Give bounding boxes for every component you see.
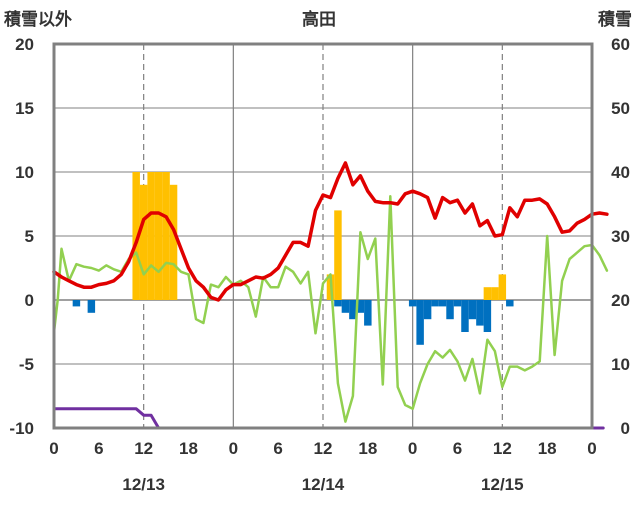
precipitation-bar [139,184,148,300]
left-tick-label: 5 [25,227,34,246]
x-tick-label: 12 [134,439,153,458]
left-axis-title: 積雪以外 [4,9,72,29]
snow-decrease-bar [423,300,432,320]
right-tick-label: 40 [611,163,630,182]
snow-decrease-bar [87,300,96,313]
right-tick-label: 60 [611,35,630,54]
snow-decrease-bar [461,300,469,332]
green-series-line [52,195,609,423]
snow-decrease-bar [349,300,357,320]
left-tick-label: 10 [15,163,34,182]
plot-frame [52,42,594,430]
date-label: 12/13 [122,475,165,494]
precipitation-bar [483,287,492,300]
left-tick-label: 0 [25,291,34,310]
snow-decrease-bar [476,300,484,326]
x-tick-label: 0 [408,439,417,458]
x-tick-label: 0 [229,439,238,458]
date-label: 12/14 [302,475,345,494]
left-tick-label: 20 [15,35,34,54]
precipitation-bar [132,172,140,300]
x-tick-label: 18 [358,439,377,458]
precipitation-bar [154,172,163,300]
precipitation-bar [162,172,170,300]
x-tick-label: 12 [314,439,333,458]
left-tick-label: -10 [9,419,34,438]
snow-decrease-bar [431,300,439,307]
x-tick-label: 6 [273,439,282,458]
x-tick-label: 6 [453,439,462,458]
right-tick-label: 20 [611,291,630,310]
precipitation-bar [498,274,507,300]
purple-series-line [52,407,605,430]
x-tick-label: 12 [493,439,512,458]
date-label: 12/15 [481,475,524,494]
right-axis-title: 積雪 [598,9,632,29]
snow-decrease-bar [334,300,342,307]
snow-decrease-bar [446,300,454,320]
right-tick-label: 0 [621,419,630,438]
snow-decrease-bar [72,300,81,307]
right-tick-label: 50 [611,99,630,118]
precipitation-bar [334,210,342,300]
left-tick-label: 15 [15,99,34,118]
snow-decrease-bar [438,300,447,307]
precipitation-bar [169,184,178,300]
x-tick-label: 18 [538,439,557,458]
temperature-line [52,161,609,302]
snow-decrease-bar [483,300,492,332]
x-tick-label: 0 [49,439,58,458]
x-tick-label: 0 [587,439,596,458]
right-tick-label: 10 [611,355,630,374]
snow-decrease-bar [416,300,424,345]
snow-decrease-bar [468,300,477,320]
left-tick-label: -5 [19,355,34,374]
x-tick-label: 6 [94,439,103,458]
right-tick-label: 30 [611,227,630,246]
snow-decrease-bar [408,300,417,307]
x-tick-label: 18 [179,439,198,458]
snow-decrease-bar [364,300,372,326]
precipitation-bar [491,287,499,300]
precipitation-bar [147,172,155,300]
snow-decrease-bar [506,300,514,307]
chart-title: 高田 [302,9,336,29]
snow-decrease-bar [356,300,365,313]
snow-decrease-bar [453,300,462,307]
snow-decrease-bar [341,300,350,313]
